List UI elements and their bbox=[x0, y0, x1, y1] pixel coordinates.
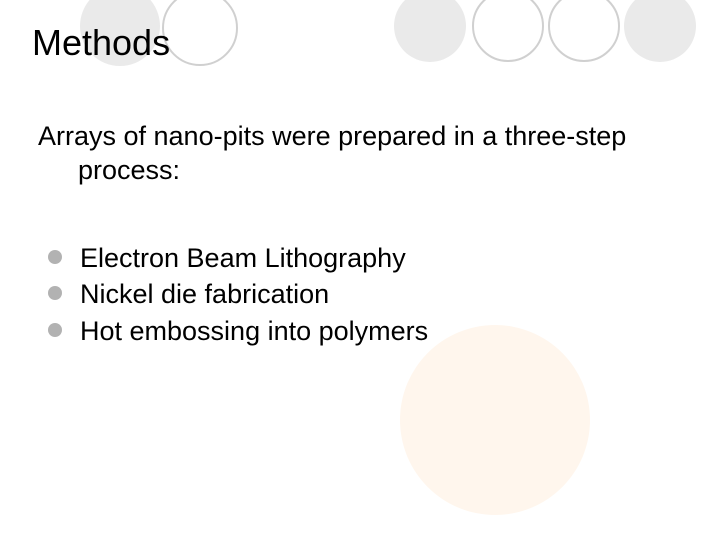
list-item: Hot embossing into polymers bbox=[48, 313, 428, 349]
bullet-list: Electron Beam LithographyNickel die fabr… bbox=[48, 240, 428, 349]
decorative-circle bbox=[162, 0, 238, 66]
list-item: Electron Beam Lithography bbox=[48, 240, 428, 276]
decorative-circle bbox=[472, 0, 544, 62]
decorative-circle bbox=[400, 325, 590, 515]
slide-title: Methods bbox=[32, 22, 170, 64]
list-item: Nickel die fabrication bbox=[48, 276, 428, 312]
intro-text: Arrays of nano-pits were prepared in a t… bbox=[38, 120, 658, 188]
decorative-circle bbox=[624, 0, 696, 62]
decorative-circle bbox=[548, 0, 620, 62]
decorative-circle bbox=[394, 0, 466, 62]
